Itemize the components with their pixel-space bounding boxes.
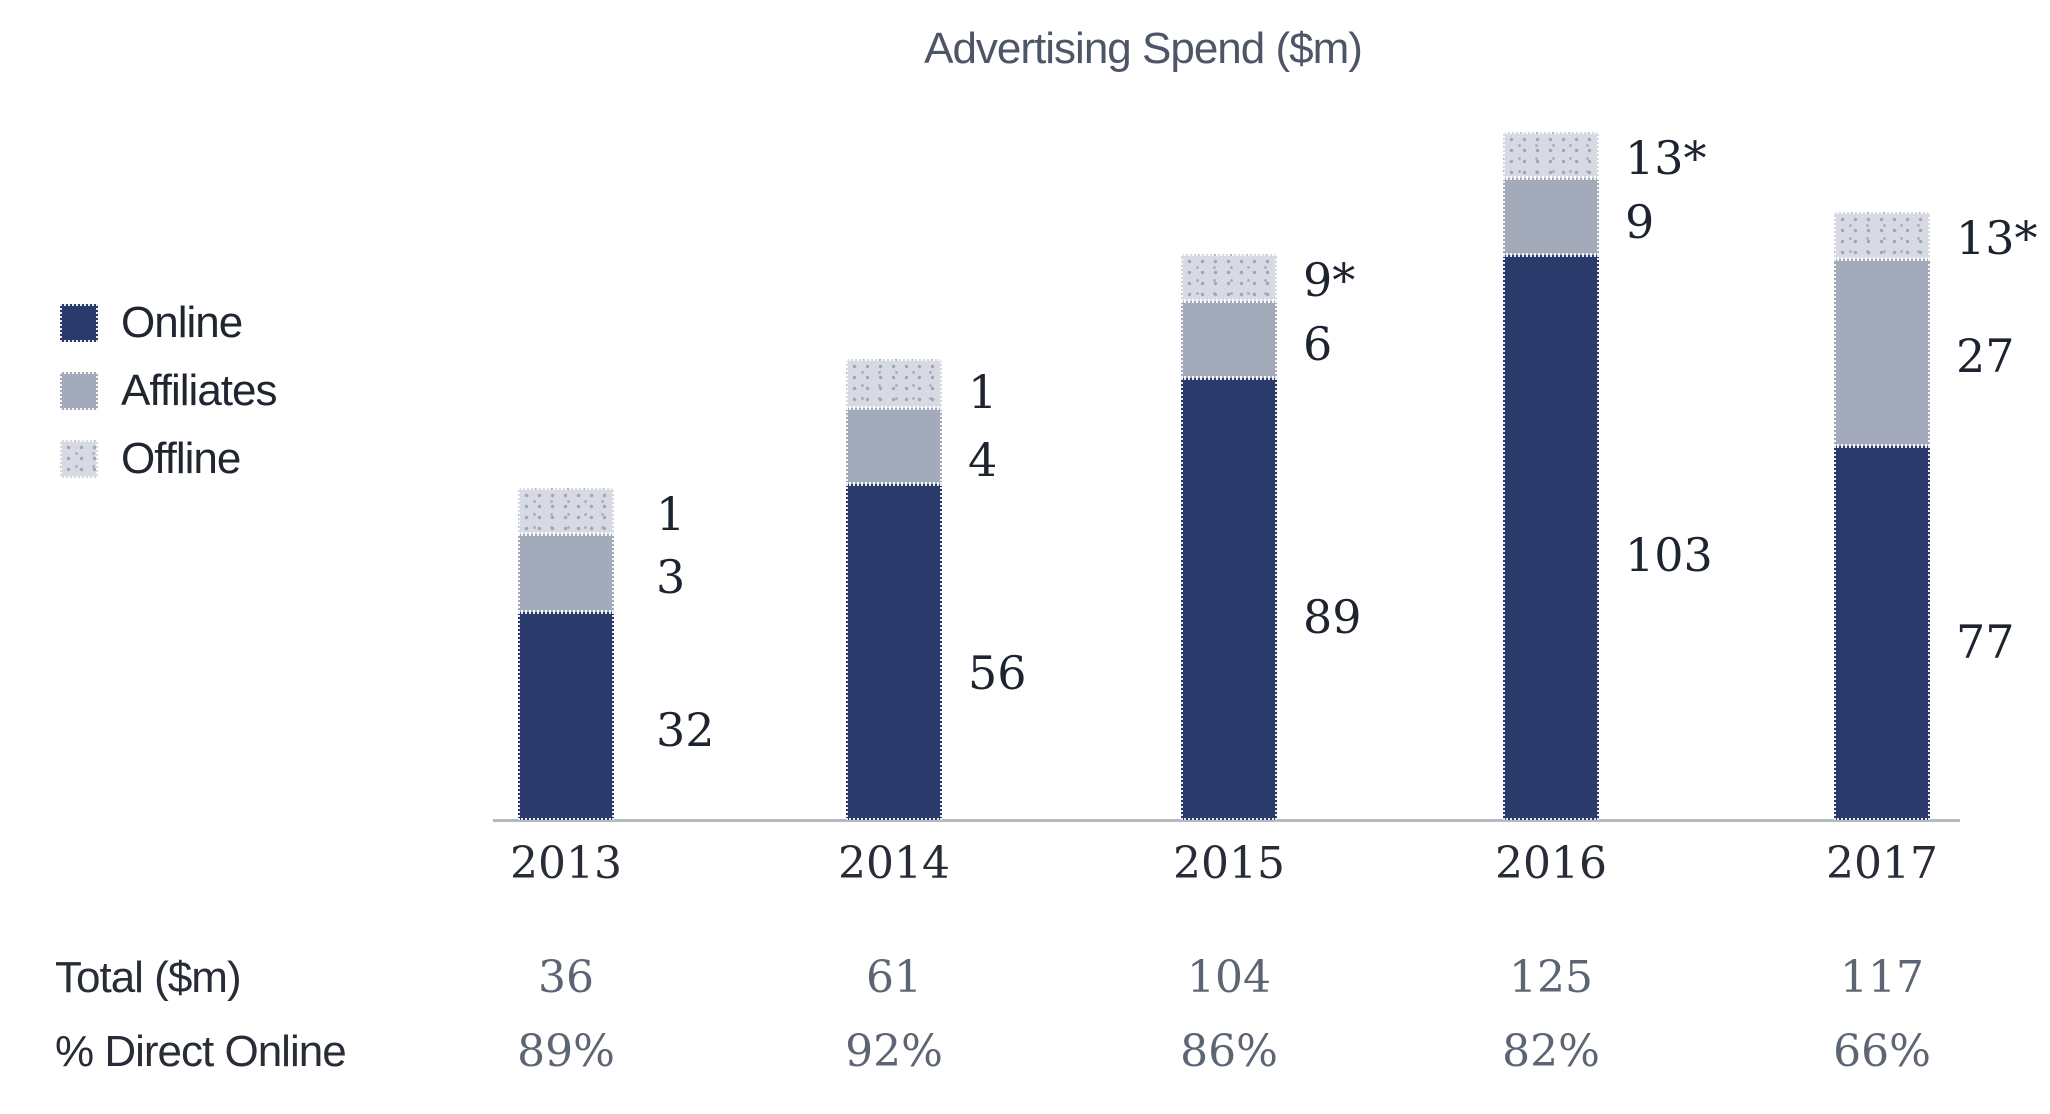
legend-label-offline: Offline bbox=[121, 434, 241, 483]
axis-label-2017: 2017 bbox=[1826, 838, 1938, 889]
total-value-2017: 117 bbox=[1840, 952, 1924, 1003]
x-axis-line bbox=[493, 819, 1960, 822]
bar-segment-online-2016 bbox=[1503, 255, 1599, 820]
bar-value-affiliates-2015: 6 bbox=[1303, 317, 1333, 371]
legend-label-online: Online bbox=[121, 298, 243, 347]
pct-value-2017: 66% bbox=[1833, 1026, 1931, 1077]
bar-value-affiliates-2016: 9 bbox=[1625, 195, 1655, 249]
bar-value-affiliates-2013: 3 bbox=[656, 550, 686, 604]
bar-segment-affiliates-2016 bbox=[1503, 178, 1599, 255]
bar-segment-offline-2013 bbox=[518, 488, 614, 534]
legend-label-affiliates: Affiliates bbox=[121, 366, 277, 415]
bar-segment-online-2014 bbox=[846, 484, 942, 820]
chart-title: Advertising Spend ($m) bbox=[924, 24, 1363, 73]
bar-value-online-2015: 89 bbox=[1303, 590, 1362, 644]
axis-label-2016: 2016 bbox=[1495, 838, 1607, 889]
total-value-2014: 61 bbox=[866, 952, 922, 1003]
bar-segment-online-2015 bbox=[1181, 378, 1277, 820]
bar-segment-offline-2015 bbox=[1181, 254, 1277, 301]
bar-segment-affiliates-2014 bbox=[846, 408, 942, 484]
bar-value-online-2017: 77 bbox=[1956, 615, 2015, 669]
bar-segment-affiliates-2013 bbox=[518, 534, 614, 612]
bar-segment-online-2017 bbox=[1834, 446, 1930, 820]
bar-value-affiliates-2014: 4 bbox=[968, 433, 998, 487]
pct-value-2015: 86% bbox=[1180, 1026, 1278, 1077]
bar-value-online-2013: 32 bbox=[656, 703, 715, 757]
total-value-2015: 104 bbox=[1187, 952, 1271, 1003]
legend-swatch-affiliates-icon bbox=[60, 372, 98, 410]
bar-segment-affiliates-2015 bbox=[1181, 301, 1277, 378]
bar-segment-affiliates-2017 bbox=[1834, 259, 1930, 446]
total-value-2013: 36 bbox=[538, 952, 594, 1003]
axis-label-2014: 2014 bbox=[838, 838, 950, 889]
axis-label-2013: 2013 bbox=[510, 838, 622, 889]
pct-value-2013: 89% bbox=[517, 1026, 615, 1077]
legend-swatch-online-icon bbox=[60, 304, 98, 342]
bar-segment-offline-2016 bbox=[1503, 132, 1599, 178]
bar-value-affiliates-2017: 27 bbox=[1956, 329, 2015, 383]
row-label-pct-direct-online: % Direct Online bbox=[55, 1027, 347, 1076]
row-label-total: Total ($m) bbox=[55, 953, 242, 1002]
bar-value-offline-2014: 1 bbox=[968, 365, 998, 419]
bar-segment-offline-2014 bbox=[846, 359, 942, 408]
bar-value-offline-2013: 1 bbox=[656, 487, 686, 541]
bar-value-online-2016: 103 bbox=[1625, 528, 1713, 582]
total-value-2016: 125 bbox=[1509, 952, 1593, 1003]
legend-swatch-offline-icon bbox=[60, 440, 98, 478]
bar-value-offline-2015: 9* bbox=[1303, 253, 1356, 307]
pct-value-2016: 82% bbox=[1502, 1026, 1600, 1077]
pct-value-2014: 92% bbox=[845, 1026, 943, 1077]
axis-label-2015: 2015 bbox=[1173, 838, 1285, 889]
bar-value-offline-2016: 13* bbox=[1625, 131, 1707, 185]
bar-segment-offline-2017 bbox=[1834, 212, 1930, 259]
bar-segment-online-2013 bbox=[518, 612, 614, 820]
bar-value-offline-2017: 13* bbox=[1956, 211, 2038, 265]
bar-value-online-2014: 56 bbox=[968, 646, 1027, 700]
